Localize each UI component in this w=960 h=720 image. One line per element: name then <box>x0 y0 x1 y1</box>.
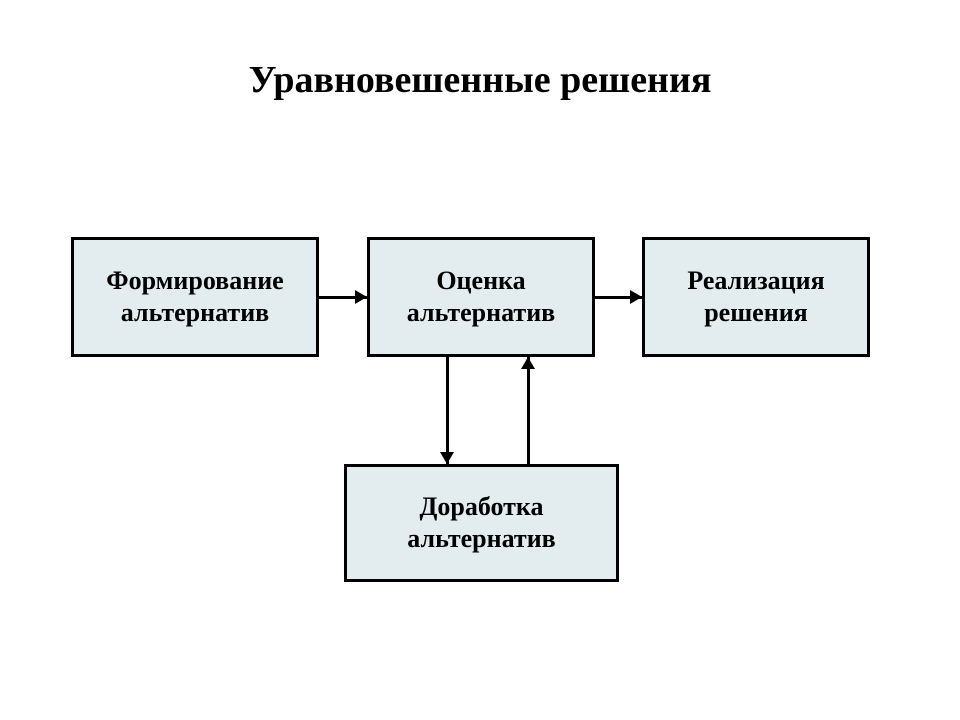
node-eval: Оценкаальтернатив <box>367 237 595 357</box>
diagram-title: Уравновешенные решения <box>0 58 960 102</box>
arrowhead-up <box>521 357 535 369</box>
node-refine: Доработкаальтернатив <box>344 464 619 582</box>
edge-line <box>527 357 530 464</box>
node-form: Формированиеальтернатив <box>71 237 319 357</box>
arrowhead-right <box>630 290 642 304</box>
arrowhead-right <box>355 290 367 304</box>
diagram-canvas: Уравновешенные решения Формированиеальте… <box>0 0 960 720</box>
arrowhead-down <box>440 452 454 464</box>
node-impl: Реализациярешения <box>642 237 870 357</box>
edge-line <box>446 357 449 464</box>
